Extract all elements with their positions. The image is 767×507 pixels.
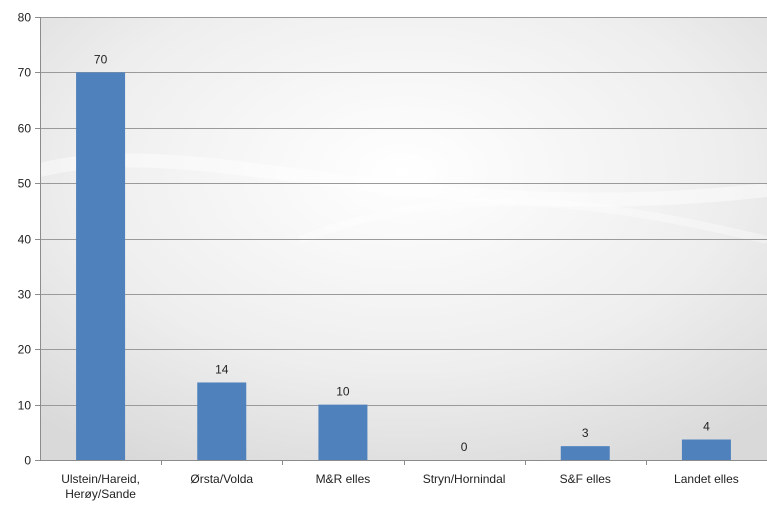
- bar: [76, 72, 126, 460]
- category-label-line: Landet elles: [674, 472, 739, 486]
- data-label: 3: [582, 426, 589, 440]
- category-label: M&R elles: [316, 472, 371, 486]
- data-label: 70: [94, 52, 108, 66]
- category-label-line: M&R elles: [316, 472, 371, 486]
- y-tick-label: 80: [18, 11, 32, 25]
- bar: [560, 446, 610, 460]
- bar: [681, 439, 731, 460]
- y-tick-label: 0: [24, 454, 31, 468]
- data-label: 10: [336, 385, 350, 399]
- y-tick-label: 20: [18, 343, 32, 357]
- category-label: Landet elles: [674, 472, 739, 486]
- category-label-line: Ulstein/Hareid,: [61, 472, 140, 486]
- category-label-line: Stryn/Hornindal: [423, 472, 506, 486]
- y-tick-label: 40: [18, 233, 32, 247]
- category-label-line: Ørsta/Volda: [190, 472, 253, 486]
- category-label: Ulstein/Hareid, Herøy/Sande: [61, 472, 140, 501]
- y-tick-label: 70: [18, 66, 32, 80]
- background-swoosh-2: [298, 198, 767, 244]
- category-label: Ørsta/Volda: [190, 472, 253, 486]
- bar: [318, 404, 368, 460]
- category-label: Stryn/Hornindal: [423, 472, 506, 486]
- bars: [76, 72, 731, 460]
- category-label-line: S&F elles: [560, 472, 611, 486]
- y-tick-label: 60: [18, 122, 32, 136]
- y-tick-label: 30: [18, 288, 32, 302]
- data-label: 0: [461, 440, 468, 454]
- category-label-line: Herøy/Sande: [65, 487, 136, 501]
- data-label: 14: [215, 362, 229, 376]
- data-labels: 70 14 10 0 3 4: [94, 52, 710, 454]
- data-label: 4: [703, 420, 710, 434]
- y-tick-label: 50: [18, 177, 32, 191]
- y-tick-label: 10: [18, 399, 32, 413]
- category-label: S&F elles: [560, 472, 611, 486]
- plot-background: [40, 17, 767, 460]
- bar: [197, 382, 247, 460]
- category-labels: Ulstein/Hareid, Herøy/Sande Ørsta/Volda M&R…: [61, 472, 739, 501]
